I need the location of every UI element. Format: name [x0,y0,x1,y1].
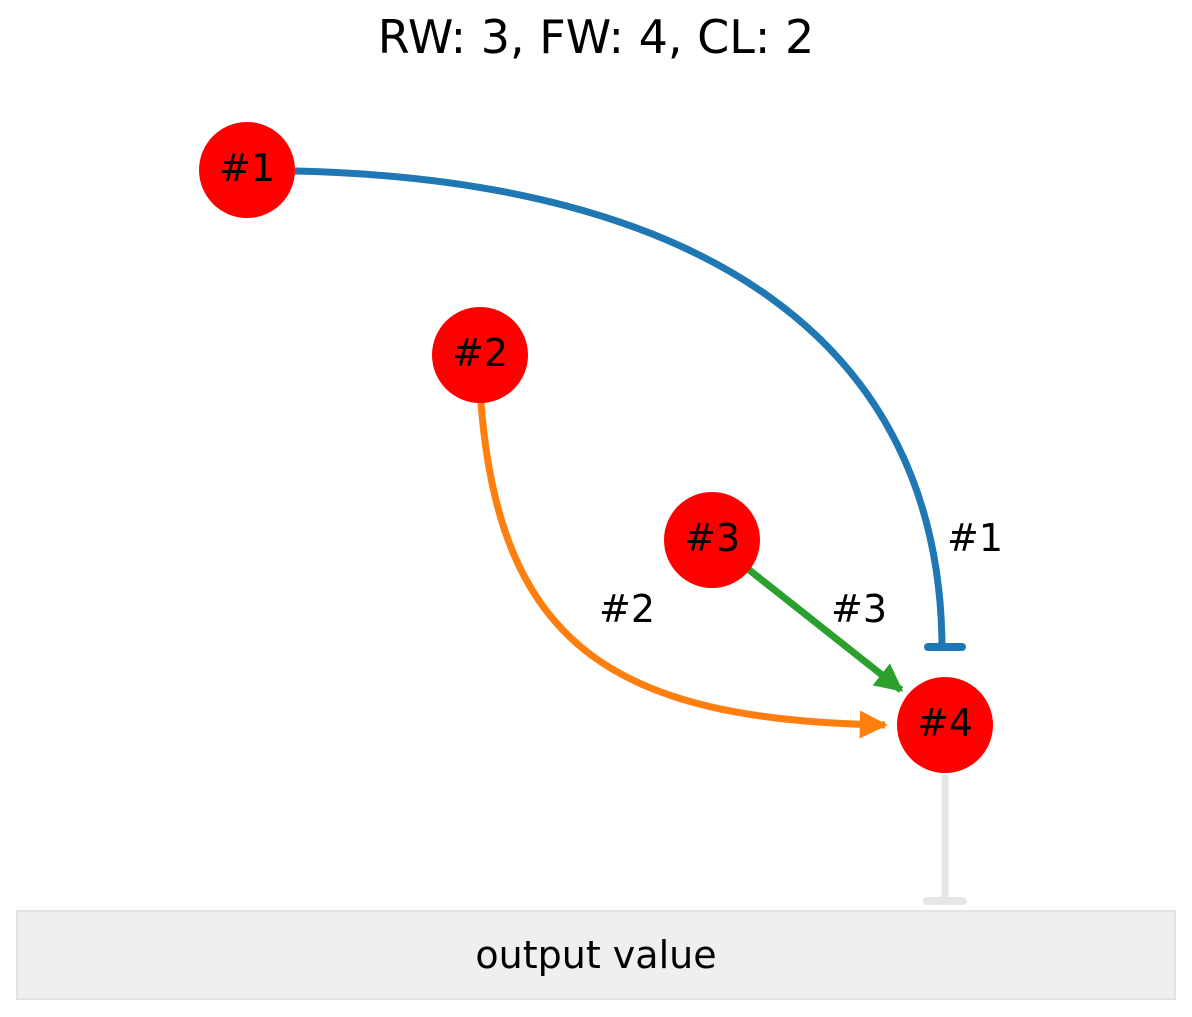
node-1-label: #1 [219,146,275,190]
edge-label-2: #2 [599,587,655,631]
edge-3-to-4 [745,566,904,693]
node-2-circle [432,307,528,403]
node-2-label: #2 [452,331,508,375]
node-3-label: #3 [684,516,740,560]
node-4-circle [897,677,993,773]
edge-label-1: #1 [947,516,1003,560]
node-3: #3 [664,492,760,588]
output-value-box: output value [16,910,1176,1000]
node-4-label: #4 [917,701,973,745]
edge-1-to-4 [294,167,946,647]
edge-2-to-4 [477,402,888,739]
edge-label-3: #3 [831,587,887,631]
diagram-title: RW: 3, FW: 4, CL: 2 [377,10,815,64]
output-value-label: output value [475,933,717,977]
node-3-circle [664,492,760,588]
node-1-circle [199,122,295,218]
node-2: #2 [432,307,528,403]
node-4: #4 [897,677,993,773]
node-1: #1 [199,122,295,218]
